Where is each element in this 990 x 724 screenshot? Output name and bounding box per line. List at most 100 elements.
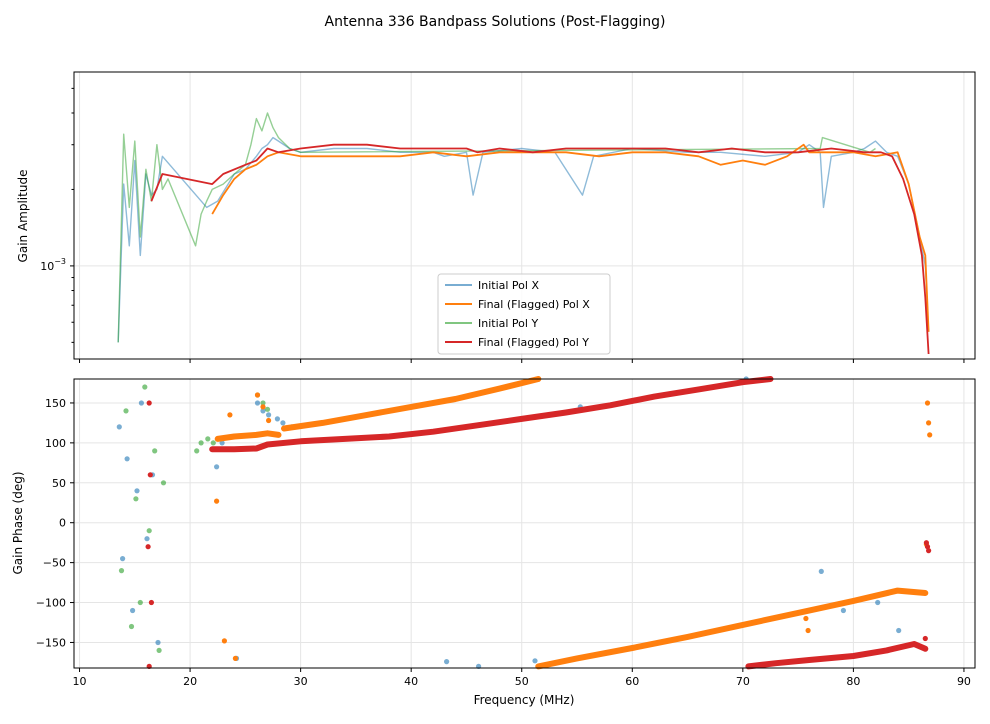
phase-point-final-pol-x <box>926 420 932 426</box>
phase-point-initial-pol-x <box>875 599 881 606</box>
phase-point-initial-pol-y <box>198 440 204 446</box>
phase-point-final-pol-y <box>147 472 153 478</box>
phase-point-initial-pol-x <box>214 464 220 470</box>
phase-point-initial-pol-x <box>219 440 225 446</box>
phase-point-initial-pol-y <box>264 406 271 412</box>
amplitude-grid <box>74 72 975 359</box>
phase-point-initial-pol-y <box>152 448 158 454</box>
x-tick-label: 60 <box>625 675 639 688</box>
phase-point-final-pol-x <box>805 627 811 634</box>
amplitude-ticks: 10−3 <box>40 87 965 363</box>
amplitude-y-tick-label: 10−3 <box>40 257 66 273</box>
legend-label-initial-pol-y: Initial Pol Y <box>478 317 538 330</box>
phase-y-tick-label: 150 <box>45 397 66 410</box>
phase-point-final-pol-x <box>924 400 931 406</box>
phase-point-final-pol-y <box>145 544 151 550</box>
phase-point-final-pol-x <box>214 498 220 504</box>
phase-y-tick-label: 0 <box>59 517 66 530</box>
amplitude-line-final-pol-y <box>150 143 930 355</box>
phase-y-tick-label: −50 <box>43 557 66 570</box>
phase-point-initial-pol-x <box>266 412 272 418</box>
phase-point-final-pol-x <box>232 655 238 662</box>
amplitude-axes-frame <box>73 71 976 360</box>
phase-point-final-pol-x <box>266 417 272 424</box>
x-tick-label: 90 <box>957 675 971 688</box>
legend-label-initial-pol-x: Initial Pol X <box>478 279 539 292</box>
legend-label-final-pol-x: Final (Flagged) Pol X <box>478 298 590 311</box>
x-tick-label: 80 <box>846 675 860 688</box>
phase-point-initial-pol-y <box>146 528 152 534</box>
phase-point-final-pol-x <box>803 615 809 622</box>
x-tick-label: 70 <box>736 675 750 688</box>
phase-point-initial-pol-y <box>137 599 143 606</box>
phase-point-initial-pol-x <box>116 424 122 430</box>
phase-ramp-final-pol-x <box>214 430 282 442</box>
phase-point-final-pol-x <box>927 432 933 438</box>
amplitude-series <box>117 112 930 355</box>
phase-point-final-pol-y <box>146 400 152 406</box>
phase-point-initial-pol-y <box>205 436 211 442</box>
phase-point-initial-pol-y <box>133 496 139 502</box>
phase-point-initial-pol-x <box>138 400 144 406</box>
x-tick-label: 40 <box>404 675 418 688</box>
amplitude-panel: 10−3 Gain Amplitude <box>16 71 976 363</box>
phase-point-initial-pol-x <box>134 488 140 494</box>
phase-point-initial-pol-x <box>124 456 130 462</box>
phase-point-final-pol-y <box>926 548 932 554</box>
phase-point-final-pol-y <box>922 635 928 642</box>
amplitude-line-final-pol-x <box>211 143 930 332</box>
phase-point-initial-pol-y <box>260 400 266 406</box>
legend-label-final-pol-y: Final (Flagged) Pol Y <box>478 336 589 349</box>
phase-point-initial-pol-x <box>896 627 902 634</box>
phase-point-initial-pol-y <box>194 448 200 454</box>
phase-point-final-pol-y <box>148 599 154 606</box>
phase-point-final-pol-x <box>260 404 266 410</box>
phase-point-final-pol-y <box>924 544 931 550</box>
phase-series-final-pol-y <box>145 376 932 670</box>
phase-series-final-pol-x <box>214 376 933 670</box>
phase-point-initial-pol-x <box>260 408 266 414</box>
phase-y-tick-label: −150 <box>36 636 66 649</box>
phase-point-initial-pol-y <box>210 440 216 446</box>
phase-point-initial-pol-y <box>128 623 135 630</box>
phase-series-initial-pol-y <box>118 384 271 654</box>
phase-ramp-final-pol-y <box>209 376 774 453</box>
x-tick-label: 30 <box>294 675 308 688</box>
phase-point-initial-pol-x <box>130 607 136 614</box>
x-tick-label: 50 <box>515 675 529 688</box>
x-axis-label: Frequency (MHz) <box>474 693 575 707</box>
phase-point-initial-pol-x <box>840 607 847 614</box>
phase-ticks: 10 20 30 40 50 60 70 80 90 −150 −100 −50 0 50 100 150 <box>36 397 971 688</box>
phase-point-initial-pol-x <box>155 639 161 646</box>
phase-point-initial-pol-x <box>818 568 824 575</box>
phase-point-initial-pol-x <box>144 536 150 542</box>
phase-ramp-final-pol-x <box>535 587 929 670</box>
phase-point-initial-pol-y <box>156 647 162 654</box>
phase-point-initial-pol-x <box>274 416 280 422</box>
x-tick-label: 20 <box>183 675 197 688</box>
figure-title: Antenna 336 Bandpass Solutions (Post-Fla… <box>325 14 666 30</box>
phase-point-final-pol-x <box>221 638 227 644</box>
phase-series <box>116 376 933 670</box>
amplitude-y-label: Gain Amplitude <box>16 170 30 263</box>
phase-axes-frame <box>73 378 976 669</box>
phase-series-initial-pol-x <box>116 376 902 670</box>
phase-point-final-pol-y <box>923 540 930 546</box>
phase-grid <box>74 379 975 668</box>
phase-point-initial-pol-x <box>120 556 126 562</box>
legend-box <box>437 273 611 355</box>
x-tick-label: 10 <box>73 675 87 688</box>
phase-ramp-final-pol-y <box>745 641 929 670</box>
phase-ramp-final-pol-x <box>281 376 542 432</box>
phase-point-initial-pol-y <box>142 384 148 390</box>
phase-point-initial-pol-x <box>280 420 286 426</box>
phase-y-tick-label: 50 <box>52 477 66 490</box>
phase-panel: 10 20 30 40 50 60 70 80 90 −150 −100 −50 0 50 100 150 G… <box>11 376 976 707</box>
phase-point-initial-pol-y <box>118 568 125 574</box>
phase-point-final-pol-x <box>227 412 233 418</box>
phase-point-initial-pol-x <box>254 400 261 406</box>
phase-point-final-pol-x <box>254 392 261 398</box>
legend: Initial Pol X Final (Flagged) Pol X Init… <box>437 273 611 355</box>
